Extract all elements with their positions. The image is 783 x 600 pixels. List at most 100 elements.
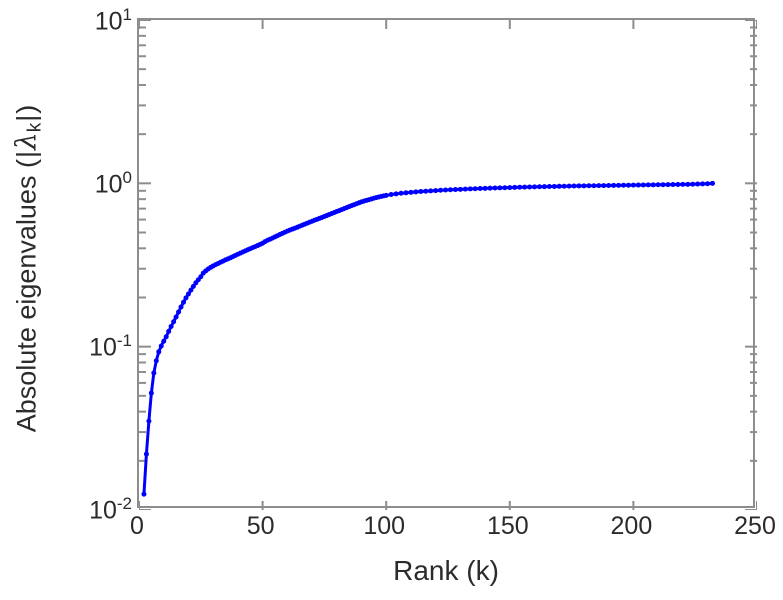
data-point-marker [443, 187, 449, 193]
data-point-marker [591, 183, 597, 189]
data-point-marker [630, 182, 636, 188]
data-point-marker [566, 183, 572, 189]
data-point-marker [710, 180, 715, 186]
x-tick-label-100: 100 [363, 512, 406, 540]
data-point-marker [143, 451, 149, 457]
y-tick-label-10e-1: 10-1 [36, 331, 132, 362]
plot-canvas [139, 20, 757, 510]
data-point-marker [650, 182, 656, 188]
data-point-marker [492, 185, 498, 191]
data-point-marker [660, 182, 666, 188]
data-point-marker [168, 323, 174, 329]
data-point-marker [675, 181, 681, 187]
y-tick-exponent: 1 [122, 5, 132, 24]
data-point-marker [183, 295, 189, 301]
data-point-marker [418, 189, 424, 195]
x-tick-label-250: 250 [734, 512, 776, 540]
data-point-marker [141, 491, 147, 497]
data-point-marker [517, 184, 523, 190]
data-point-marker [705, 181, 711, 187]
data-point-marker [181, 299, 186, 305]
series-line [142, 181, 714, 496]
data-series-group [141, 180, 715, 497]
data-point-marker [173, 314, 179, 320]
data-point-marker [551, 183, 557, 189]
data-point-marker [700, 181, 706, 187]
data-point-marker [413, 189, 419, 195]
data-point-marker [198, 274, 204, 280]
data-point-marker [171, 319, 177, 325]
data-point-marker [178, 304, 184, 310]
data-point-marker [433, 188, 439, 194]
y-tick-mantissa: 10 [89, 496, 117, 525]
data-point-marker [190, 283, 196, 289]
data-point-marker [447, 187, 453, 193]
data-point-marker [163, 334, 169, 340]
data-point-marker [621, 182, 627, 188]
data-point-marker [655, 182, 661, 188]
y-tick-mantissa: 10 [89, 333, 117, 362]
data-point-marker [188, 287, 194, 293]
data-point-marker [571, 183, 577, 189]
data-point-marker [670, 182, 676, 188]
data-point-marker [403, 190, 409, 196]
data-point-marker [556, 183, 562, 189]
data-point-marker [393, 191, 399, 197]
data-point-marker [388, 192, 394, 198]
data-point-marker [546, 184, 552, 190]
data-point-marker [616, 182, 622, 188]
data-point-marker [690, 181, 696, 187]
data-point-marker [185, 291, 191, 297]
data-point-marker [146, 418, 152, 424]
y-tick-exponent: -1 [116, 331, 132, 350]
data-point-marker [161, 338, 167, 344]
data-point-marker [482, 185, 488, 191]
y-axis-tick-labels: 101 100 10-1 10-2 [30, 0, 132, 600]
data-point-marker [541, 184, 547, 190]
data-point-marker [512, 184, 518, 190]
data-point-marker [606, 182, 612, 188]
data-point-marker [561, 183, 567, 189]
data-point-marker [467, 186, 473, 192]
data-point-marker [166, 328, 172, 334]
x-tick-label-150: 150 [486, 512, 529, 540]
data-point-marker [176, 309, 182, 315]
data-point-marker [398, 190, 404, 196]
data-point-marker [695, 181, 701, 187]
data-point-marker [601, 183, 607, 189]
data-point-marker [576, 183, 582, 189]
x-axis-title: Rank (k) [393, 555, 499, 586]
y-tick-exponent: 0 [122, 168, 132, 187]
data-series [141, 180, 715, 497]
data-point-marker [151, 370, 157, 376]
y-tick-exponent: -2 [116, 494, 132, 513]
data-point-marker [452, 187, 458, 193]
data-point-marker [640, 182, 646, 188]
data-point-marker [635, 182, 641, 188]
y-tick-label-10e0: 100 [36, 168, 132, 199]
plot-area [137, 18, 757, 510]
data-point-marker [645, 182, 651, 188]
x-tick-label-0: 0 [130, 512, 144, 540]
data-point-marker [497, 185, 503, 191]
data-point-marker [680, 181, 686, 187]
y-tick-mantissa: 10 [94, 170, 123, 199]
data-point-marker [502, 185, 508, 191]
data-point-marker [596, 183, 602, 189]
data-point-marker [487, 185, 493, 191]
data-point-marker [536, 184, 542, 190]
data-point-marker [438, 187, 444, 193]
y-tick-mantissa: 10 [94, 7, 123, 36]
data-point-marker [586, 183, 592, 189]
data-point-marker [532, 184, 538, 190]
data-point-marker [507, 185, 513, 191]
data-point-marker [472, 186, 478, 192]
data-point-marker [158, 343, 164, 349]
data-point-marker [408, 189, 414, 195]
data-point-marker [665, 182, 671, 188]
data-point-marker [581, 183, 587, 189]
data-point-marker [383, 192, 389, 198]
y-tick-label-10e-2: 10-2 [36, 494, 132, 525]
data-point-marker [148, 390, 154, 396]
data-point-marker [625, 182, 631, 188]
